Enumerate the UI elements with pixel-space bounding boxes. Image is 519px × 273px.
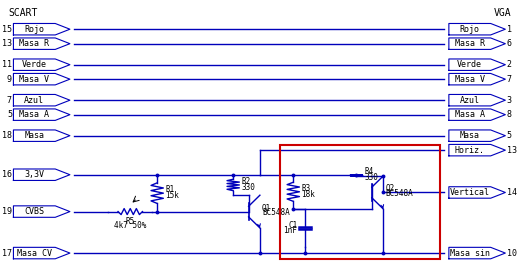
Polygon shape [13,109,70,120]
Polygon shape [13,169,70,180]
Text: Azul: Azul [460,96,480,105]
Text: Masa sin: Masa sin [450,249,490,257]
Polygon shape [449,187,506,198]
Text: 5: 5 [7,110,12,119]
Polygon shape [13,206,70,217]
Polygon shape [13,38,70,49]
Text: CVBS: CVBS [24,207,44,216]
Polygon shape [449,94,506,106]
Text: 3,3V: 3,3V [24,170,44,179]
Text: Masa R: Masa R [455,39,485,48]
Text: Masa V: Masa V [455,75,485,84]
Text: BC548A: BC548A [262,208,290,217]
Polygon shape [13,73,70,85]
Text: 15k: 15k [166,191,179,200]
Polygon shape [449,144,506,156]
Polygon shape [13,23,70,35]
Text: 14: 14 [507,188,517,197]
Text: 2: 2 [507,60,512,69]
Text: Masa R: Masa R [19,39,49,48]
Polygon shape [449,59,506,70]
Text: BC548A: BC548A [385,189,413,198]
Text: Rojo: Rojo [24,25,44,34]
Text: Q1: Q1 [262,204,271,212]
Text: 5: 5 [507,131,512,140]
Text: VGA: VGA [494,8,512,18]
Text: 1: 1 [507,25,512,34]
Text: Horiz.: Horiz. [455,146,485,155]
Polygon shape [449,23,506,35]
Polygon shape [449,38,506,49]
Text: Masa CV: Masa CV [17,249,52,257]
Text: Rojo: Rojo [460,25,480,34]
Text: Verde: Verde [457,60,482,69]
Text: Vertical: Vertical [450,188,490,197]
Polygon shape [13,94,70,106]
Polygon shape [449,247,506,259]
Text: R3: R3 [302,184,311,193]
Text: C1: C1 [288,221,297,230]
Text: Masa A: Masa A [19,110,49,119]
Polygon shape [449,109,506,120]
Text: R5: R5 [126,217,135,226]
Text: 16: 16 [2,170,12,179]
Polygon shape [449,130,506,141]
Polygon shape [13,130,70,141]
Text: R4: R4 [365,167,374,176]
Text: 4k7 50%: 4k7 50% [114,221,146,230]
Text: 7: 7 [507,75,512,84]
Text: R2: R2 [241,177,251,186]
Text: 9: 9 [7,75,12,84]
Polygon shape [13,59,70,70]
Text: 6: 6 [507,39,512,48]
Text: Masa: Masa [460,131,480,140]
Text: SCART: SCART [8,8,38,18]
Text: 15: 15 [2,25,12,34]
Text: Q2: Q2 [385,185,394,193]
Text: 3: 3 [507,96,512,105]
Text: 7: 7 [7,96,12,105]
Text: 13: 13 [507,146,517,155]
Text: 330: 330 [241,183,255,192]
Text: 1nF: 1nF [283,226,297,235]
Text: 10: 10 [507,249,517,257]
Text: Verde: Verde [22,60,47,69]
Polygon shape [449,73,506,85]
Text: 11: 11 [2,60,12,69]
Text: Azul: Azul [24,96,44,105]
Text: 18k: 18k [302,190,316,199]
Text: 330: 330 [365,173,378,182]
Text: 17: 17 [2,249,12,257]
Text: 18: 18 [2,131,12,140]
Text: 8: 8 [507,110,512,119]
Bar [280,145,440,259]
Polygon shape [13,247,70,259]
Text: 13: 13 [2,39,12,48]
Text: Masa V: Masa V [19,75,49,84]
Text: 19: 19 [2,207,12,216]
Text: R1: R1 [166,185,175,194]
Text: Masa A: Masa A [455,110,485,119]
Text: Masa: Masa [24,131,44,140]
